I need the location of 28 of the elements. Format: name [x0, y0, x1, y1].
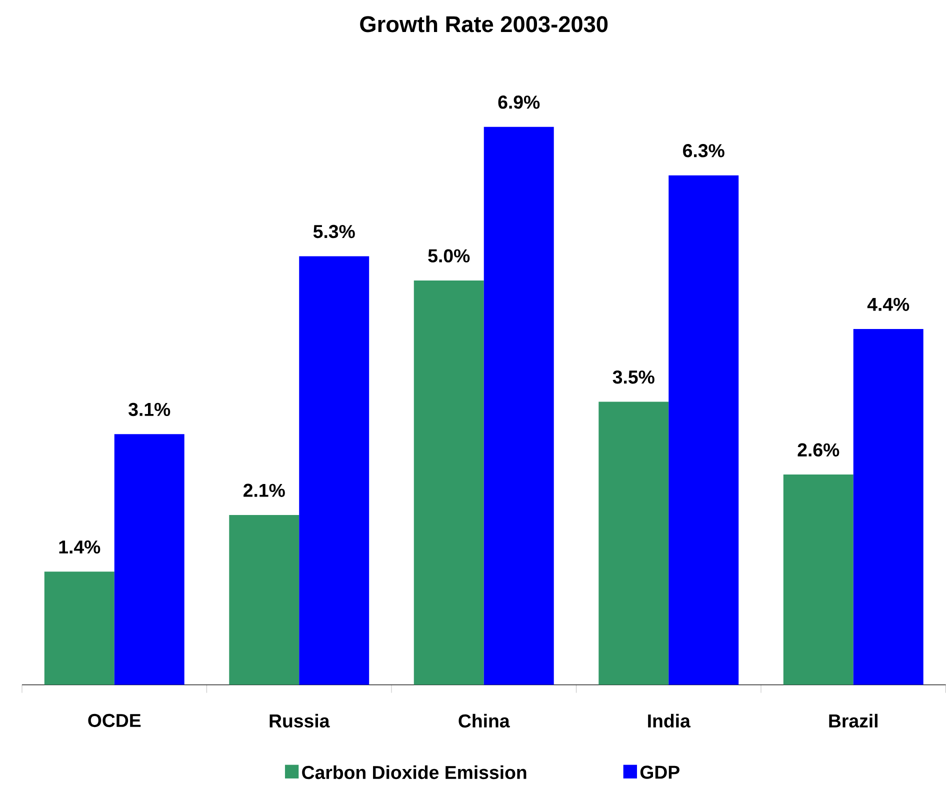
x-tick-label: OCDE	[88, 714, 141, 728]
data-label: 3.1%	[128, 402, 170, 416]
data-label: 4.4%	[867, 298, 910, 312]
x-tick-label: Brazil	[829, 714, 878, 728]
bar	[484, 126, 554, 685]
data-label: 1.4%	[59, 540, 100, 554]
legend-label: GDP	[640, 766, 680, 779]
x-tick-label: India	[648, 714, 691, 728]
x-tick-label: Russia	[270, 714, 330, 728]
data-label: 5.3%	[313, 225, 355, 238]
bar	[44, 572, 114, 685]
chart-title: Growth Rate 2003-2030	[360, 16, 608, 32]
data-label: 6.3%	[683, 144, 724, 158]
bar	[229, 515, 300, 685]
legend-label: Carbon Dioxide Emission	[302, 765, 526, 780]
bar	[598, 402, 669, 685]
bar	[783, 474, 854, 685]
bar	[414, 280, 484, 685]
data-label: 6.9%	[498, 96, 540, 109]
data-label: 2.6%	[798, 443, 840, 457]
data-label: 3.5%	[612, 370, 654, 384]
x-tick-label: China	[458, 714, 510, 728]
bar	[114, 434, 184, 685]
data-label: 2.1%	[244, 484, 285, 498]
bar	[299, 256, 370, 685]
data-label: 5.0%	[428, 249, 470, 263]
bar	[853, 329, 924, 685]
bar	[668, 175, 739, 685]
